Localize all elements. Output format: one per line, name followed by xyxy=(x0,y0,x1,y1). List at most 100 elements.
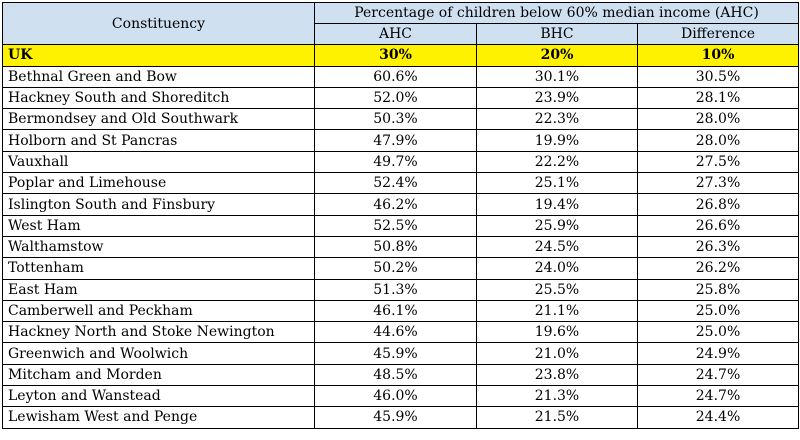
constituency-cell: East Ham xyxy=(2,278,315,301)
constituency-cell: Greenwich and Woolwich xyxy=(2,342,315,365)
ahc-cell: 44.6% xyxy=(314,321,477,344)
table-row: Mitcham and Morden 48.5% 23.8% 24.7% xyxy=(2,363,800,387)
table-row: Lewisham West and Penge 45.9% 21.5% 24.4% xyxy=(2,406,800,429)
constituency-cell: Islington South and Finsbury xyxy=(2,193,315,216)
table-row: Islington South and Finsbury 46.2% 19.4% 26… xyxy=(2,193,800,216)
column-header-difference: Difference xyxy=(636,22,800,46)
ahc-cell: 46.2% xyxy=(314,193,477,216)
table-row: Hackney North and Stoke Newington 44.6% 19… xyxy=(2,321,800,344)
ahc-cell: 52.4% xyxy=(314,172,477,195)
table-row: Tottenham 50.2% 24.0% 26.2% xyxy=(2,257,800,280)
constituency-cell: Leyton and Wanstead xyxy=(2,385,315,408)
uk-row: UK 30% 20% 10% xyxy=(2,44,800,67)
constituency-cell: Bermondsey and Old Southwark xyxy=(2,108,315,131)
bhc-cell: 22.2% xyxy=(476,150,638,174)
ahc-cell: 48.5% xyxy=(314,363,477,387)
difference-cell: 24.7% xyxy=(636,385,800,408)
bhc-cell: 23.8% xyxy=(476,363,638,387)
ahc-cell: 46.1% xyxy=(314,299,477,323)
bhc-cell: 23.9% xyxy=(476,86,638,110)
difference-cell: 25.8% xyxy=(636,278,800,301)
bhc-cell: 25.5% xyxy=(476,278,638,301)
constituency-header: Constituency xyxy=(2,1,315,46)
ahc-cell: 45.9% xyxy=(314,406,477,429)
bhc-cell: 22.3% xyxy=(476,108,638,131)
constituency-cell: Vauxhall xyxy=(2,150,315,174)
table-row: Bethnal Green and Bow 60.6% 30.1% 30.5% xyxy=(2,65,800,88)
bhc-cell: 19.4% xyxy=(476,193,638,216)
ahc-cell: 45.9% xyxy=(314,342,477,365)
uk-row-bhc: 20% xyxy=(476,44,638,67)
difference-cell: 24.4% xyxy=(636,406,800,429)
bhc-cell: 21.5% xyxy=(476,406,638,429)
constituency-cell: Walthamstow xyxy=(2,235,315,259)
difference-cell: 25.0% xyxy=(636,299,800,323)
constituency-cell: Lewisham West and Penge xyxy=(2,406,315,429)
bhc-cell: 24.0% xyxy=(476,257,638,280)
constituency-cell: Bethnal Green and Bow xyxy=(2,65,315,88)
difference-cell: 28.0% xyxy=(636,129,800,152)
group-header: Percentage of children below 60% median … xyxy=(313,2,800,24)
ahc-cell: 46.0% xyxy=(314,385,477,408)
uk-row-name: UK xyxy=(2,44,315,67)
ahc-cell: 51.3% xyxy=(314,278,477,301)
difference-cell: 24.7% xyxy=(636,363,800,387)
constituency-cell: Holborn and St Pancras xyxy=(2,129,315,152)
difference-cell: 27.3% xyxy=(636,172,800,195)
table-row: West Ham 52.5% 25.9% 26.6% xyxy=(2,214,800,237)
constituency-cell: Mitcham and Morden xyxy=(2,363,315,387)
child-poverty-table: Constituency Percentage of children belo… xyxy=(2,1,800,429)
constituency-cell: Hackney North and Stoke Newington xyxy=(2,321,315,344)
difference-cell: 26.8% xyxy=(636,193,800,216)
table-body: UK 30% 20% 10% Bethnal Green and Bow 60.6… xyxy=(2,44,800,429)
table-row: Walthamstow 50.8% 24.5% 26.3% xyxy=(2,235,800,259)
constituency-cell: Camberwell and Peckham xyxy=(2,299,315,323)
difference-cell: 25.0% xyxy=(636,321,800,344)
ahc-cell: 60.6% xyxy=(314,65,477,88)
table-row: Poplar and Limehouse 52.4% 25.1% 27.3% xyxy=(2,172,800,195)
ahc-cell: 47.9% xyxy=(314,129,477,152)
table-row: East Ham 51.3% 25.5% 25.8% xyxy=(2,278,800,301)
column-header-bhc: BHC xyxy=(476,22,638,46)
difference-cell: 24.9% xyxy=(636,342,800,365)
bhc-cell: 25.9% xyxy=(476,214,638,237)
ahc-cell: 50.2% xyxy=(314,257,477,280)
column-header-ahc: AHC xyxy=(314,22,477,46)
bhc-cell: 21.0% xyxy=(476,342,638,365)
table-row: Greenwich and Woolwich 45.9% 21.0% 24.9% xyxy=(2,342,800,365)
difference-cell: 28.1% xyxy=(636,86,800,110)
ahc-cell: 52.5% xyxy=(314,214,477,237)
constituency-cell: Hackney South and Shoreditch xyxy=(2,86,315,110)
table-row: Camberwell and Peckham 46.1% 21.1% 25.0% xyxy=(2,299,800,323)
table-header: Constituency Percentage of children belo… xyxy=(2,1,800,46)
bhc-cell: 21.1% xyxy=(476,299,638,323)
table-row: Hackney South and Shoreditch 52.0% 23.9% 28… xyxy=(2,86,800,110)
bhc-cell: 19.6% xyxy=(476,321,638,344)
table-row: Bermondsey and Old Southwark 50.3% 22.3% 28… xyxy=(2,108,800,131)
difference-cell: 26.6% xyxy=(636,214,800,237)
difference-cell: 26.3% xyxy=(636,235,800,259)
constituency-cell: Poplar and Limehouse xyxy=(2,172,315,195)
difference-cell: 27.5% xyxy=(636,150,800,174)
table-row: Holborn and St Pancras 47.9% 19.9% 28.0% xyxy=(2,129,800,152)
difference-cell: 30.5% xyxy=(636,65,800,88)
bhc-cell: 19.9% xyxy=(476,129,638,152)
constituency-cell: West Ham xyxy=(2,214,315,237)
bhc-cell: 25.1% xyxy=(476,172,638,195)
header-row-sub: AHC BHC Difference xyxy=(3,22,800,46)
ahc-cell: 52.0% xyxy=(314,86,477,110)
bhc-cell: 24.5% xyxy=(476,235,638,259)
header-row-top: Constituency Percentage of children belo… xyxy=(2,1,800,46)
ahc-cell: 49.7% xyxy=(314,150,477,174)
difference-cell: 28.0% xyxy=(636,108,800,131)
uk-row-difference: 10% xyxy=(636,44,800,67)
table-row: Vauxhall 49.7% 22.2% 27.5% xyxy=(2,150,800,174)
bhc-cell: 30.1% xyxy=(476,65,638,88)
uk-row-ahc: 30% xyxy=(314,44,477,67)
ahc-cell: 50.8% xyxy=(314,235,477,259)
ahc-cell: 50.3% xyxy=(314,108,477,131)
bhc-cell: 21.3% xyxy=(476,385,638,408)
constituency-cell: Tottenham xyxy=(2,257,315,280)
difference-cell: 26.2% xyxy=(636,257,800,280)
